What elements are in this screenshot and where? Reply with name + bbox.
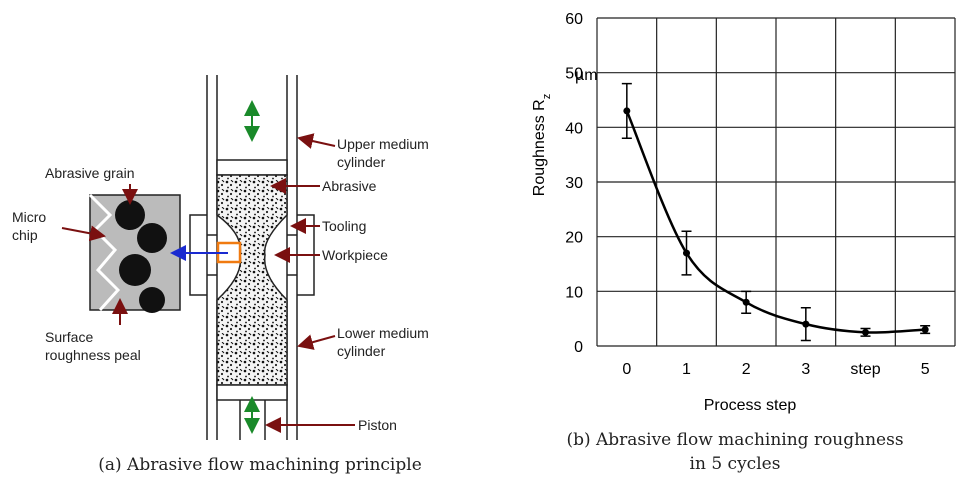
chart: 0 10 20 30 40 50 60 0 1 2 3 step 5 xyxy=(565,11,956,378)
y-tick-label: 0 xyxy=(574,339,583,356)
arrows xyxy=(61,100,355,434)
label: Lower medium xyxy=(337,325,429,341)
y-tick-label: 10 xyxy=(565,284,583,301)
point xyxy=(623,107,631,115)
label: Upper medium xyxy=(337,136,429,152)
point xyxy=(862,328,869,336)
label: Piston xyxy=(358,417,397,433)
label: Workpiece xyxy=(322,247,388,263)
point xyxy=(921,326,929,334)
afm-diagram xyxy=(88,75,315,440)
label: cylinder xyxy=(337,154,386,170)
y-tick-label: 30 xyxy=(565,175,583,192)
label: cylinder xyxy=(337,343,386,359)
label: Abrasive xyxy=(322,178,377,194)
label: roughness peal xyxy=(45,347,141,363)
point xyxy=(742,298,750,306)
x-tick-label: 5 xyxy=(921,361,930,378)
y-axis-label: Roughness Rz xyxy=(531,94,553,196)
y-unit: µm xyxy=(575,67,598,84)
y-axis-label-text: Roughness R xyxy=(531,99,548,196)
caption: (b) Abrasive flow machining roughness in… xyxy=(566,430,904,474)
x-tick-label: 2 xyxy=(742,361,751,378)
y-tick-label: 50 xyxy=(565,66,583,83)
label: Tooling xyxy=(322,218,366,234)
y-axis-label-subscript: z xyxy=(541,94,553,100)
x-tick-label: 0 xyxy=(622,361,631,378)
y-tick-label: 20 xyxy=(565,230,583,247)
label: Surface xyxy=(45,329,93,345)
x-tick-label: 1 xyxy=(682,361,691,378)
point xyxy=(683,249,690,257)
label: Abrasive grain xyxy=(45,165,135,181)
label: Micro xyxy=(12,209,46,225)
x-tick-label: step xyxy=(850,361,880,378)
label: chip xyxy=(12,227,38,243)
x-tick-label: 3 xyxy=(801,361,810,378)
y-tick-label: 40 xyxy=(565,120,583,137)
y-tick-label: 60 xyxy=(565,11,583,28)
caption: (a) Abrasive flow machining principle xyxy=(98,455,422,475)
x-axis-label: Process step xyxy=(704,397,797,414)
point xyxy=(802,320,810,328)
